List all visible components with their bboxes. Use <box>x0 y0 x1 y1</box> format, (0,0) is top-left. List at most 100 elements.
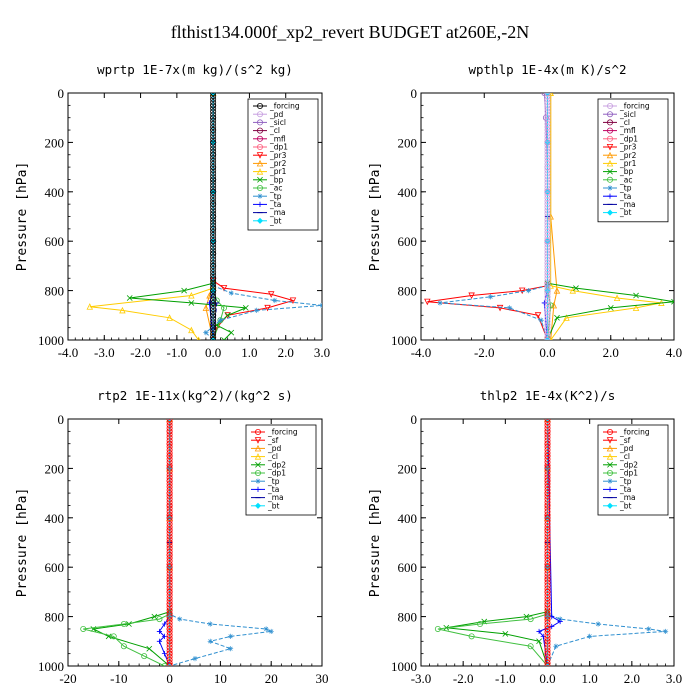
legend-marker <box>256 159 264 167</box>
data-point-forcing <box>544 207 551 214</box>
legend-label: _ac <box>269 184 282 193</box>
legend-marker <box>607 103 614 110</box>
data-point-forcing <box>166 419 173 426</box>
data-point-tp <box>177 616 183 622</box>
data-point-forcing <box>210 127 217 134</box>
legend-marker <box>607 111 614 118</box>
data-point-forcing <box>210 232 217 239</box>
data-point-forcing <box>544 185 551 192</box>
data-point-forcing <box>544 619 551 626</box>
data-point-forcing <box>544 324 551 331</box>
data-point-dp1 <box>527 616 534 623</box>
data-point-forcing <box>210 216 217 223</box>
y-tick-label: 600 <box>398 560 418 575</box>
data-point-forcing <box>166 653 173 660</box>
data-point-forcing <box>544 312 551 319</box>
x-tick-label: 0.0 <box>205 345 221 360</box>
legend-marker <box>256 135 263 142</box>
data-point-forcing <box>544 222 551 229</box>
chart-panel-4: thlp2 1E-4x(K^2)/s Pressure [hPa] -3.0 -2.0… <box>368 388 682 686</box>
legend-label: _ac <box>619 175 632 184</box>
data-point-forcing <box>544 663 551 666</box>
x-tick-label: 10 <box>214 671 227 686</box>
legend-label: _cl <box>269 126 280 135</box>
data-point-forcing <box>544 625 551 632</box>
data-point-forcing <box>544 576 551 583</box>
y-tick-label: 1000 <box>38 659 64 674</box>
data-point-forcing <box>166 573 173 580</box>
data-point-ac <box>221 304 228 311</box>
data-point-forcing <box>544 93 551 96</box>
data-point-forcing <box>210 238 217 245</box>
data-point-forcing <box>544 281 551 288</box>
legend-label: _pd <box>619 444 634 453</box>
data-point-ta <box>156 628 163 635</box>
legend-label: _dp2 <box>619 460 638 469</box>
data-point-forcing <box>544 219 551 226</box>
data-point-forcing <box>210 148 217 155</box>
x-tick-label: -1.0 <box>495 671 516 686</box>
legend-marker <box>254 428 261 435</box>
data-point-forcing <box>210 120 217 127</box>
data-point-forcing <box>544 638 551 645</box>
data-point-forcing <box>210 275 217 282</box>
data-point-forcing <box>544 480 551 487</box>
data-point-forcing <box>210 157 217 164</box>
data-point-forcing <box>210 108 217 115</box>
data-point-forcing <box>166 505 173 512</box>
data-point-dp1 <box>120 643 127 650</box>
legend-marker <box>606 453 614 460</box>
legend-marker <box>254 453 262 460</box>
data-point-forcing <box>544 459 551 466</box>
y-tick-label: 0 <box>411 412 418 427</box>
data-point-forcing <box>544 284 551 291</box>
data-point-forcing <box>166 456 173 463</box>
data-point-forcing <box>166 554 173 561</box>
data-point-tp <box>228 290 234 296</box>
data-point-forcing <box>544 456 551 463</box>
data-point-forcing <box>210 309 217 316</box>
data-point-forcing <box>544 194 551 201</box>
data-point-forcing <box>166 449 173 456</box>
data-point-forcing <box>210 284 217 291</box>
legend-label: _tp <box>269 192 282 201</box>
data-point-forcing <box>210 290 217 297</box>
data-point-forcing <box>210 278 217 285</box>
data-point-forcing <box>544 607 551 614</box>
legend-label: _sf <box>267 436 279 445</box>
data-point-forcing <box>210 173 217 180</box>
data-point-forcing <box>544 318 551 325</box>
data-point-forcing <box>544 265 551 272</box>
data-point-pr3 <box>424 298 431 306</box>
data-point-tp <box>254 307 260 313</box>
x-tick-label: 2.0 <box>278 345 294 360</box>
data-point-forcing <box>544 585 551 592</box>
data-point-forcing <box>210 96 217 103</box>
legend-label: _dp1 <box>269 143 288 152</box>
series-line-pr1 <box>89 93 214 340</box>
legend-label: _cl <box>619 452 630 461</box>
data-point-tp <box>319 302 322 309</box>
data-point-forcing <box>210 315 217 322</box>
data-point-forcing <box>544 161 551 168</box>
data-point-forcing <box>544 419 551 426</box>
series-line-dp1 <box>83 419 171 666</box>
data-point-forcing <box>544 604 551 611</box>
data-point-forcing <box>166 520 173 527</box>
data-point-forcing <box>544 419 551 422</box>
series-line-tp <box>439 93 548 340</box>
data-point-forcing <box>544 536 551 543</box>
data-point-pr3 <box>496 304 504 312</box>
data-point-forcing <box>544 204 551 211</box>
data-point-forcing <box>544 130 551 137</box>
legend-marker <box>607 127 614 134</box>
data-point-forcing <box>544 530 551 537</box>
legend-marker <box>254 469 261 476</box>
data-point-forcing <box>544 567 551 574</box>
data-point-forcing <box>210 99 217 106</box>
data-point-forcing <box>544 290 551 297</box>
data-point-forcing <box>166 644 173 651</box>
data-point-forcing <box>210 321 217 328</box>
data-point-dp1 <box>468 633 475 640</box>
legend-label: _dp2 <box>267 460 286 469</box>
